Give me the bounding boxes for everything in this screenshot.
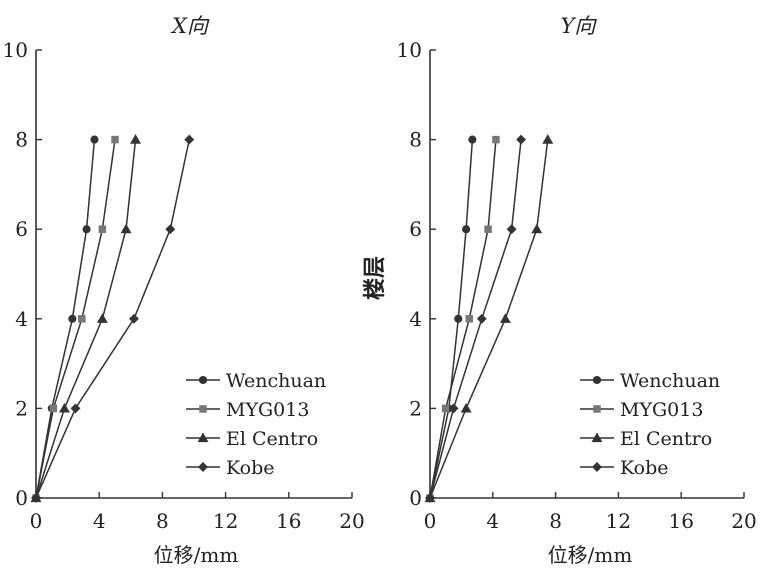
data-point: [476, 313, 487, 324]
x-tick-label: 16: [276, 509, 301, 533]
data-point: [90, 135, 99, 144]
series-line: [35, 139, 190, 499]
y-tick-label: 4: [15, 307, 28, 331]
data-point: [70, 403, 81, 414]
series-kobe: [425, 134, 526, 503]
data-point: [78, 315, 86, 323]
data-point: [129, 313, 139, 324]
legend-item: El Centro: [580, 428, 712, 450]
y-tick-label: 2: [15, 396, 28, 420]
legend-marker: [591, 432, 603, 443]
y-tick-label: 0: [15, 486, 28, 510]
data-point: [58, 402, 70, 413]
x-tick-label: 20: [339, 509, 364, 533]
legend-marker: [198, 375, 208, 385]
legend-item: MYG013: [580, 399, 703, 421]
data-point: [492, 135, 500, 144]
data-point: [49, 404, 58, 413]
y-tick-label: 10: [3, 38, 28, 62]
data-point: [130, 134, 141, 144]
legend-label: Wenchuan: [226, 370, 326, 392]
legend-label: Wenchuan: [620, 370, 720, 392]
y-tick-label: 10: [397, 38, 422, 62]
x-axis-label: 位移/mm: [548, 543, 633, 567]
legend: Wenchuan MYG013 El Centro Kobe: [186, 370, 326, 479]
legend-item: Kobe: [580, 457, 669, 479]
x-tick-label: 0: [424, 509, 437, 533]
data-point: [454, 314, 463, 323]
y-tick-label: 6: [409, 217, 422, 241]
legend-item: Wenchuan: [186, 370, 326, 392]
x-tick-label: 8: [549, 509, 562, 533]
data-point: [484, 225, 492, 233]
series-line: [35, 139, 96, 499]
series-myg013: [426, 135, 500, 502]
y-tick-label: 2: [409, 396, 422, 420]
data-point: [448, 403, 459, 414]
data-point: [468, 135, 477, 144]
legend-label: El Centro: [620, 428, 712, 450]
legend-marker: [592, 462, 602, 472]
x-axis-label: 位移/mm: [154, 543, 239, 567]
legend-marker: [199, 405, 207, 413]
data-point: [462, 225, 471, 234]
data-point: [506, 224, 517, 235]
data-point: [542, 134, 554, 144]
legend-marker: [592, 375, 602, 385]
x-tick-label: 16: [668, 509, 693, 533]
x-tick-label: 0: [30, 509, 43, 533]
data-point: [111, 135, 119, 144]
data-point: [98, 225, 107, 233]
legend-label: MYG013: [226, 399, 309, 421]
x-tick-label: 8: [156, 509, 169, 533]
y-tick-label: 8: [409, 128, 422, 152]
series-line: [35, 139, 137, 499]
x-tick-label: 4: [486, 509, 499, 533]
legend-label: Kobe: [226, 457, 275, 479]
panel-title: Y向: [561, 14, 598, 38]
x-tick-label: 20: [731, 509, 756, 533]
y-axis-label: 楼层: [362, 256, 388, 300]
legend-label: Kobe: [620, 457, 669, 479]
data-point: [441, 404, 450, 413]
data-point: [425, 493, 435, 503]
data-point: [165, 224, 176, 235]
legend-label: MYG013: [620, 399, 703, 421]
legend-marker: [198, 462, 208, 472]
legend-item: Wenchuan: [580, 370, 720, 392]
data-point: [516, 134, 526, 145]
series-el-centro: [30, 134, 141, 503]
data-point: [460, 402, 472, 413]
data-point: [531, 223, 543, 234]
data-point: [499, 313, 511, 323]
series-line: [429, 139, 549, 499]
legend-marker: [197, 432, 209, 443]
y-tick-label: 4: [409, 307, 422, 331]
x-tick-label: 12: [213, 509, 238, 533]
legend-label: El Centro: [226, 428, 318, 450]
legend-item: El Centro: [186, 428, 318, 450]
data-point: [31, 493, 41, 503]
legend-item: MYG013: [186, 399, 309, 421]
data-point: [184, 134, 195, 145]
panel-title: X向: [170, 14, 210, 38]
y-tick-label: 0: [409, 486, 422, 510]
y-tick-label: 6: [15, 217, 28, 241]
data-point: [96, 313, 108, 323]
data-point: [82, 225, 91, 234]
series-kobe: [31, 134, 195, 503]
legend: Wenchuan MYG013 El Centro Kobe: [580, 370, 720, 479]
legend-item: Kobe: [186, 457, 275, 479]
legend-marker: [593, 405, 601, 413]
x-tick-label: 12: [606, 509, 631, 533]
data-point: [120, 223, 132, 234]
x-tick-label: 4: [93, 509, 106, 533]
data-point: [465, 315, 473, 323]
y-tick-label: 8: [15, 128, 28, 152]
data-point: [68, 314, 77, 323]
